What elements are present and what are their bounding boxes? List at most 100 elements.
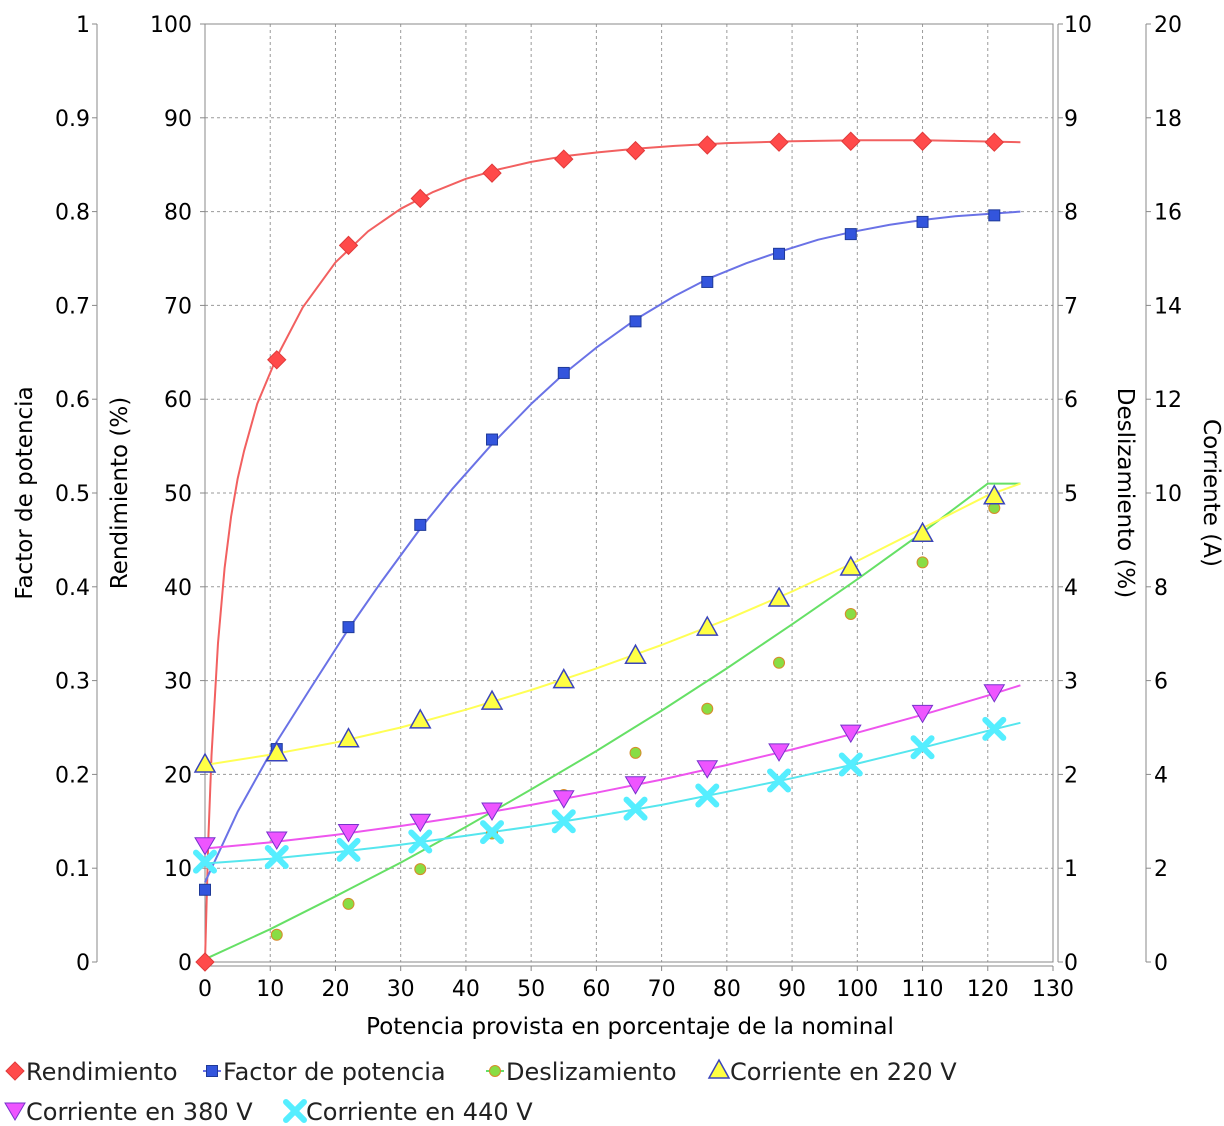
legend-marker-deslizamiento [489, 1065, 501, 1077]
legend-label-corriente-en-440-v: Corriente en 440 V [306, 1098, 533, 1126]
point-rendimiento [984, 132, 1004, 152]
point-corriente-en-220-v [408, 708, 432, 729]
point-corriente-en-380-v [409, 813, 432, 833]
tick-label-eff: 80 [164, 201, 192, 226]
tick-label-slip: 0 [1064, 951, 1078, 976]
point-deslizamiento [270, 928, 283, 941]
point-deslizamiento [916, 556, 929, 569]
tick-label-cur: 2 [1154, 857, 1168, 882]
grid [205, 24, 1053, 962]
point-corriente-en-440-v-stroke-b [695, 783, 720, 808]
tick-label-pf: 0.7 [55, 294, 90, 319]
legend-label-corriente-en-220-v: Corriente en 220 V [730, 1058, 957, 1086]
point-corriente-en-440-v-stroke-b [264, 844, 289, 869]
point-corriente-en-440-v [623, 796, 648, 821]
point-corriente-en-440-v [767, 768, 792, 793]
tick-label-slip: 10 [1064, 13, 1092, 38]
point-corriente-en-380-v [194, 837, 216, 856]
tick-label-eff: 20 [164, 763, 192, 788]
point-corriente-en-440-v [838, 752, 863, 777]
tick-label-eff: 40 [164, 576, 192, 601]
tick-label-slip: 7 [1064, 294, 1078, 319]
markers [193, 131, 1007, 972]
axis-title-x: Potencia provista en porcentaje de la no… [366, 1014, 894, 1040]
point-corriente-en-220-v [696, 615, 719, 636]
point-rendimiento [912, 131, 933, 151]
tick-label-slip: 1 [1064, 857, 1078, 882]
point-corriente-en-440-v-stroke-b [767, 768, 792, 793]
axis-x: 0 10 20 30 40 50 60 70 80 90 100 110 120 130 Potencia … [198, 965, 1074, 1040]
point-rendimiento [482, 163, 502, 183]
point-deslizamiento [629, 746, 642, 759]
legend-label-factor-de-potencia: Factor de potencia [223, 1058, 446, 1086]
point-corriente-en-220-v [265, 741, 289, 762]
point-corriente-en-220-v [839, 555, 863, 576]
point-factor-de-potencia [773, 247, 786, 260]
point-factor-de-potencia [988, 209, 1001, 222]
point-corriente-en-380-v [265, 831, 288, 851]
legend-item-deslizamiento: Deslizamiento [486, 1058, 677, 1086]
point-corriente-en-440-v-stroke-b [336, 837, 361, 862]
legend: Rendimiento Factor de potencia Deslizamien… [4, 1058, 957, 1126]
tick-label-cur: 8 [1154, 576, 1168, 601]
point-corriente-en-440-v-stroke-b [193, 849, 217, 874]
point-factor-de-potencia [557, 366, 570, 379]
point-corriente-en-220-v [480, 689, 504, 710]
point-rendimiento [841, 131, 861, 151]
point-deslizamiento [701, 702, 714, 715]
tick-label-pf: 1 [76, 13, 90, 38]
legend-marker-corriente-en-440-v-stroke-b [283, 1099, 307, 1123]
tick-label-cur: 14 [1154, 294, 1182, 319]
series-points-factor-de-potencia [199, 209, 1001, 896]
point-corriente-en-380-v [696, 760, 719, 779]
tick-label-cur: 10 [1154, 482, 1182, 507]
legend-item-rendimiento: Rendimiento [5, 1058, 178, 1086]
point-corriente-en-440-v-stroke-b [480, 820, 505, 845]
point-corriente-en-440-v [193, 849, 217, 874]
point-corriente-en-440-v [336, 837, 361, 862]
point-corriente-en-380-v [624, 776, 647, 795]
point-factor-de-potencia [629, 315, 642, 328]
series-points-corriente-en-220-v [193, 484, 1006, 773]
tick-label-x: 70 [648, 977, 676, 1002]
point-corriente-en-380-v [481, 802, 503, 821]
point-corriente-en-380-v [839, 724, 862, 744]
tick-label-pf: 0.8 [55, 201, 90, 226]
series-points-corriente-en-380-v [194, 684, 1006, 856]
tick-label-x: 60 [582, 977, 610, 1002]
point-factor-de-potencia [414, 518, 427, 531]
legend-item-corriente-en-380-v: Corriente en 380 V [4, 1098, 253, 1126]
tick-label-slip: 4 [1064, 576, 1078, 601]
point-factor-de-potencia [844, 228, 857, 241]
point-rendimiento [410, 188, 430, 209]
point-corriente-en-440-v-stroke-b [910, 735, 935, 760]
tick-label-eff: 30 [164, 670, 192, 695]
tick-label-eff: 100 [150, 13, 192, 38]
point-corriente-en-440-v [264, 844, 289, 869]
series-points-rendimiento [195, 131, 1004, 972]
tick-label-x: 130 [1032, 977, 1074, 1002]
point-corriente-en-380-v [983, 684, 1006, 703]
series-line-factor-de-potencia [204, 210, 1021, 883]
tick-label-slip: 5 [1064, 482, 1078, 507]
point-corriente-en-380-v [911, 704, 934, 724]
tick-label-x: 0 [198, 977, 212, 1002]
point-rendimiento [554, 149, 574, 169]
tick-label-x: 20 [321, 977, 349, 1002]
point-corriente-en-220-v [193, 752, 217, 773]
point-rendimiento [267, 350, 287, 370]
point-deslizamiento [414, 863, 427, 876]
series-points-corriente-en-440-v [193, 716, 1007, 874]
point-deslizamiento [844, 608, 857, 621]
point-corriente-en-220-v [337, 727, 360, 748]
point-corriente-en-220-v [767, 586, 791, 607]
legend-item-corriente-en-440-v: Corriente en 440 V [283, 1098, 533, 1126]
legend-item-corriente-en-220-v: Corriente en 220 V [707, 1058, 957, 1086]
legend-label-deslizamiento: Deslizamiento [506, 1058, 677, 1086]
point-corriente-en-440-v-stroke-b [623, 796, 648, 821]
legend-marker-factor-de-potencia [206, 1065, 218, 1077]
point-corriente-en-220-v [624, 643, 647, 664]
tick-label-eff: 10 [164, 857, 192, 882]
axis-eff: 0 10 20 30 40 50 60 70 80 90 100 Rendimiento (%) [107, 13, 206, 976]
